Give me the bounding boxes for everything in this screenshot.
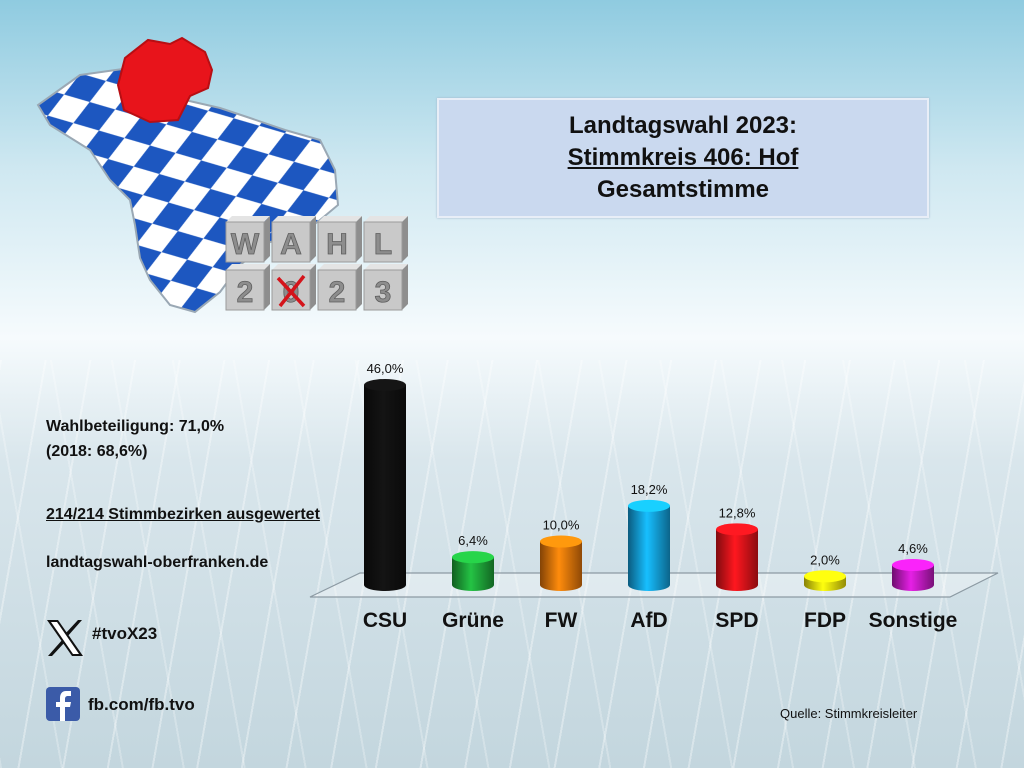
category-label: SPD — [715, 609, 758, 632]
value-label: 10,0% — [543, 518, 580, 533]
category-label: Grüne — [442, 609, 504, 632]
title-line-1: Landtagswahl 2023: — [568, 112, 798, 139]
value-label: 4,6% — [898, 541, 928, 556]
value-label: 12,8% — [719, 505, 756, 520]
facebook-text: fb.com/fb.tvo — [88, 695, 195, 714]
value-label: 2,0% — [810, 552, 840, 567]
wahl-cube-letter: L — [374, 228, 392, 261]
districts-text: 214/214 Stimmbezirken ausgewertet — [46, 506, 320, 523]
hashtag-text: #tvoX23 — [92, 624, 158, 643]
wahl-cube: L — [363, 216, 408, 263]
wahl-cube: H — [317, 216, 362, 263]
wahl-cube: A — [271, 216, 316, 263]
bar-csu — [364, 379, 406, 591]
wahl-cube-letter: H — [326, 228, 348, 261]
wahl-cube: 2 — [317, 264, 362, 311]
title-line-3: Gesamtstimme — [596, 176, 770, 203]
bar-afd — [628, 499, 670, 591]
category-label: FDP — [804, 609, 846, 632]
x-logo-icon[interactable] — [44, 617, 86, 659]
category-label: FW — [545, 609, 578, 632]
wahl-cube-letter: 3 — [375, 276, 392, 309]
wahl-cube: W — [225, 216, 270, 263]
bar-chart: 46,0% CSU 6,4% Grüne 10,0% FW 18,2% AfD 12,8% SPD… — [309, 361, 999, 632]
source-text: Quelle: Stimmkreisleiter — [780, 706, 918, 721]
value-label: 46,0% — [367, 361, 404, 376]
wahl-cube-letter: 2 — [329, 276, 346, 309]
wahl-cube-letter: A — [280, 228, 302, 261]
bar-spd — [716, 523, 758, 591]
bar-fw — [540, 535, 582, 591]
category-label: AfD — [630, 609, 667, 632]
title-box: Landtagswahl 2023: Stimmkreis 406: Hof G… — [437, 98, 929, 218]
wahl-cube-letter: 2 — [237, 276, 254, 309]
ballot-cross-icon — [276, 274, 306, 308]
turnout-text: Wahlbeteiligung: 71,0% — [46, 418, 225, 435]
title-line-2: Stimmkreis 406: Hof — [567, 144, 799, 171]
category-label: CSU — [363, 609, 407, 632]
wahl-cube: 0 — [271, 264, 316, 311]
background-floor — [0, 360, 1024, 768]
turnout-previous-text: (2018: 68,6%) — [46, 443, 148, 460]
category-label: Sonstige — [869, 609, 958, 632]
bar-grüne — [452, 551, 494, 591]
wahl-cube: 2 — [225, 264, 270, 311]
bar-fdp — [804, 570, 846, 591]
facebook-icon[interactable] — [46, 687, 80, 721]
website-text: landtagswahl-oberfranken.de — [46, 554, 269, 571]
value-label: 6,4% — [458, 533, 488, 548]
value-label: 18,2% — [631, 482, 668, 497]
bar-sonstige — [892, 559, 934, 591]
wahl-cube-letter: W — [231, 228, 260, 261]
wahl-cube: 3 — [363, 264, 408, 311]
